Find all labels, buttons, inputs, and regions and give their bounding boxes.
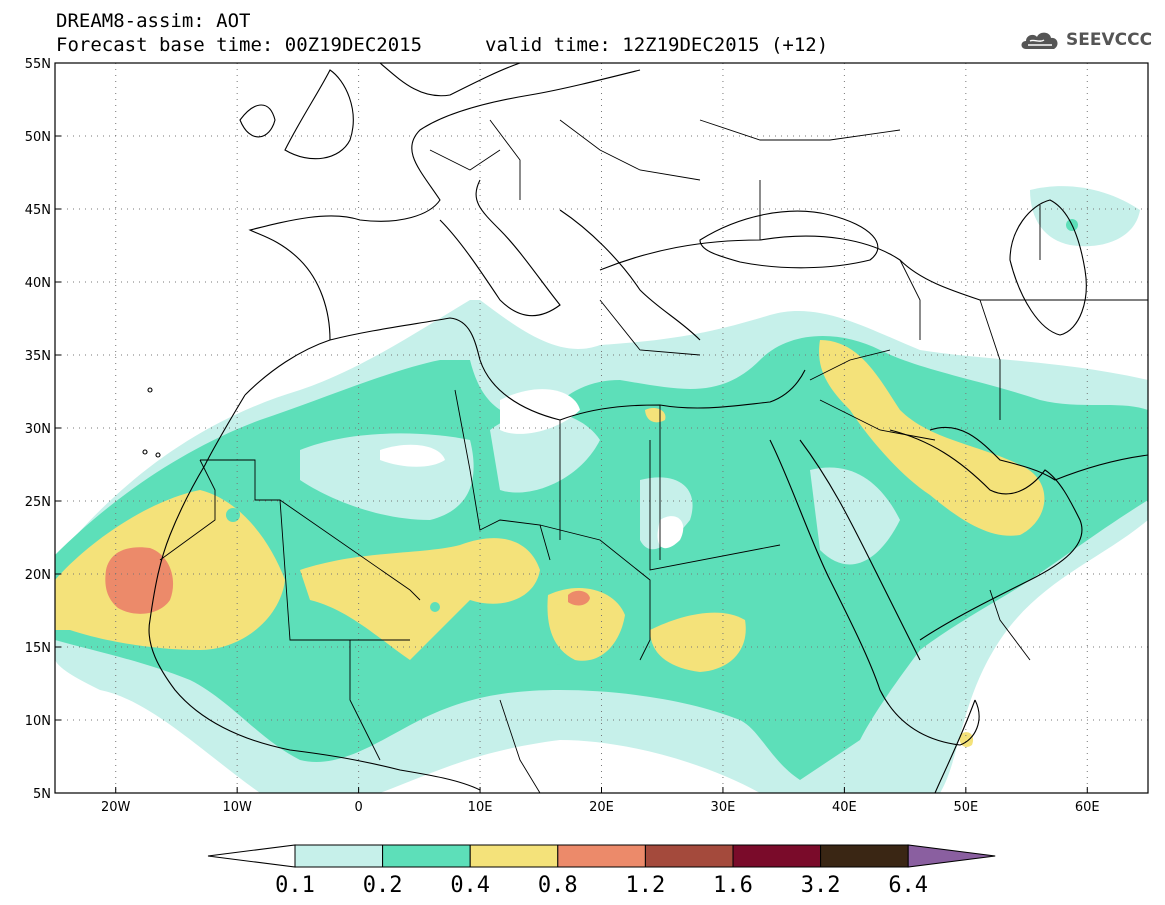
colorbar-over-arrow [907,844,996,868]
colorbar-segment [557,844,646,868]
lat-tick-label: 15N [25,641,51,656]
lat-tick-label: 50N [25,130,51,145]
lat-tick-label: 10N [25,714,51,729]
lat-tick-label: 35N [25,349,51,364]
aot-colorbar [207,844,996,868]
valid-time: valid time: 12Z19DEC2015 (+12) [485,34,829,56]
lon-tick-label: 50E [953,800,978,815]
aot-patches-0.2 [226,219,1078,665]
colorbar-labels: 0.1 0.2 0.4 0.8 1.2 1.6 3.2 6.4 [275,873,928,898]
cloud-logo-icon [1021,32,1058,49]
map-grid [55,63,1148,793]
colorbar-label: 1.6 [713,873,753,898]
aot-contour-0.8 [105,547,590,614]
logo-text: SEEVCCC [1066,30,1153,50]
colorbar-label: 0.1 [275,873,315,898]
lon-tick-label: 0 [354,800,362,815]
lat-tick-label: 45N [25,203,51,218]
tick-marks [55,62,1088,794]
lon-tick-label: 10W [222,800,252,815]
lat-tick-label: 5N [33,787,51,802]
colorbar-label: 0.2 [363,873,403,898]
colorbar-label: 0.4 [450,873,490,898]
colorbar-segment [820,844,909,868]
lat-tick-labels: 55N 50N 45N 40N 35N 30N 25N 20N 15N 10N 5N [25,57,51,802]
lon-tick-label: 10E [468,800,493,815]
colorbar-under-arrow [207,844,296,868]
colorbar-label: 0.8 [538,873,578,898]
colorbar-label: 6.4 [888,873,928,898]
colorbar-segment [732,844,822,868]
lon-tick-label: 20W [101,800,131,815]
lat-tick-label: 30N [25,422,51,437]
lon-tick-label: 20E [589,800,614,815]
lat-tick-label: 20N [25,568,51,583]
lat-tick-label: 25N [25,495,51,510]
colorbar-segment [469,844,559,868]
aot-contour-0.4 [55,340,1045,747]
forecast-base-time: Forecast base time: 00Z19DEC2015 [56,34,423,56]
lon-tick-label: 40E [832,800,857,815]
colorbar-segment [382,844,471,868]
lon-tick-labels: 20W 10W 0 10E 20E 30E 40E 50E 60E [101,800,1100,815]
lon-tick-label: 30E [711,800,736,815]
colorbar-label: 3.2 [801,873,841,898]
lon-tick-label: 60E [1075,800,1100,815]
colorbar-label: 1.2 [626,873,666,898]
map-title: DREAM8-assim: AOT [56,10,251,32]
lat-tick-label: 55N [25,57,51,72]
colorbar-segment [644,844,734,868]
country-borders [159,119,1041,793]
lat-tick-label: 40N [25,276,51,291]
colorbar-segment [294,844,384,868]
seevccc-logo: SEEVCCC [1018,26,1158,54]
coastlines [142,63,1148,793]
